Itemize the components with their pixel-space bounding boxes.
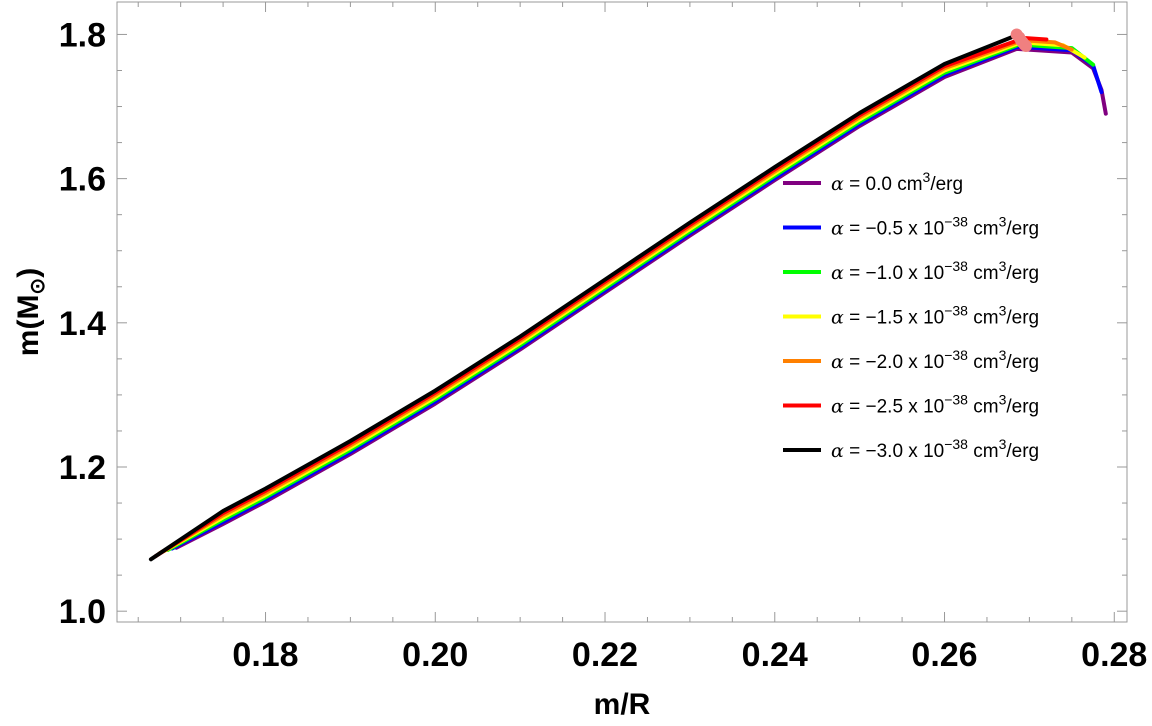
series-line-3 bbox=[161, 40, 1087, 554]
legend-item-2: α = −1.0 x 10−38 cm3/erg bbox=[783, 258, 1039, 284]
legend-label: α = −1.0 x 10−38 cm3/erg bbox=[831, 258, 1039, 284]
y-axis-title-close: ) bbox=[12, 268, 45, 278]
legend-item-6: α = −3.0 x 10−38 cm3/erg bbox=[783, 436, 1039, 462]
x-tick-label: 0.24 bbox=[742, 636, 808, 674]
x-tick-label: 0.28 bbox=[1081, 636, 1147, 674]
legend-item-4: α = −2.0 x 10−38 cm3/erg bbox=[783, 347, 1039, 373]
legend-label: α = −0.5 x 10−38 cm3/erg bbox=[831, 214, 1039, 240]
y-tick-label: 1.0 bbox=[59, 593, 106, 631]
y-tick-label: 1.2 bbox=[59, 449, 106, 487]
x-tick-label: 0.26 bbox=[911, 636, 977, 674]
legend-label: α = 0.0 cm3/erg bbox=[831, 169, 963, 195]
legend: α = 0.0 cm3/erg α = −0.5 x 10−38 cm3/erg α… bbox=[783, 169, 1039, 462]
y-axis-title-symbol: ⊙ bbox=[27, 278, 49, 295]
series-line-6 bbox=[148, 33, 1019, 562]
series-group bbox=[148, 33, 1108, 562]
plot-frame bbox=[116, 1, 1128, 623]
y-axis-title: m(M⊙) bbox=[12, 268, 49, 356]
y-tick-label: 1.6 bbox=[59, 161, 106, 199]
x-axis-title: m/R bbox=[594, 688, 651, 721]
max-mass-marker-5 bbox=[1020, 39, 1032, 52]
x-tick-label: 0.18 bbox=[232, 636, 298, 674]
legend-item-0: α = 0.0 cm3/erg bbox=[783, 169, 963, 195]
legend-label: α = −1.5 x 10−38 cm3/erg bbox=[831, 303, 1039, 329]
legend-label: α = −3.0 x 10−38 cm3/erg bbox=[831, 436, 1039, 462]
y-tick-label: 1.8 bbox=[59, 16, 106, 54]
y-tick-label: 1.4 bbox=[59, 305, 106, 343]
marker-group bbox=[1010, 28, 1032, 52]
legend-label: α = −2.5 x 10−38 cm3/erg bbox=[831, 392, 1039, 418]
x-tick-label: 0.20 bbox=[402, 636, 468, 674]
x-tick-label: 0.22 bbox=[572, 636, 638, 674]
legend-label: α = −2.0 x 10−38 cm3/erg bbox=[831, 347, 1039, 373]
svg-text:m(M⊙): m(M⊙) bbox=[12, 268, 49, 356]
y-axis-title-main: m(M bbox=[12, 295, 45, 357]
axis-ticks: 0.18 0.20 0.22 0.24 0.26 0.28 1.0 1.2 1.4 1.6 1.8 bbox=[59, 2, 1147, 674]
legend-item-1: α = −0.5 x 10−38 cm3/erg bbox=[783, 214, 1039, 240]
series-line-4 bbox=[157, 38, 1074, 556]
legend-item-5: α = −2.5 x 10−38 cm3/erg bbox=[783, 392, 1039, 418]
legend-item-3: α = −1.5 x 10−38 cm3/erg bbox=[783, 303, 1039, 329]
